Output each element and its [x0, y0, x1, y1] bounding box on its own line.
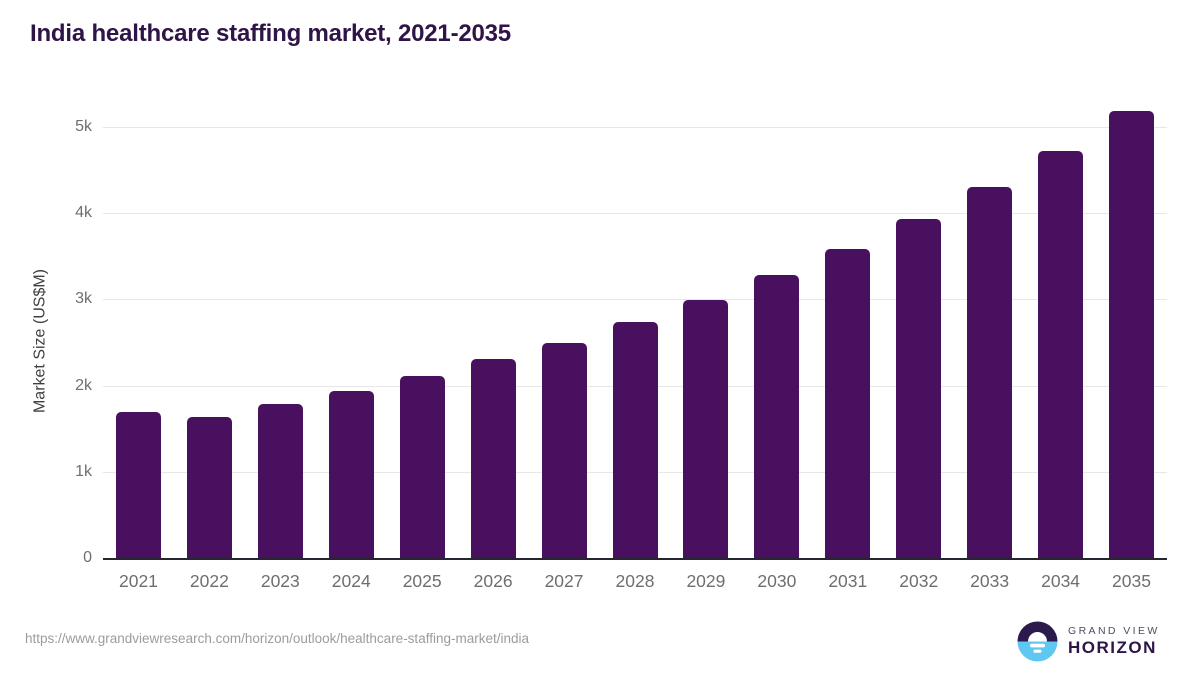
plot-area: [103, 110, 1167, 560]
bar-2034: [1038, 151, 1084, 558]
brand-logo-text: GRAND VIEW HORIZON: [1068, 625, 1160, 658]
x-tick-label: 2032: [899, 571, 939, 591]
y-tick-label: 5k: [75, 118, 92, 135]
x-tick-label: 2030: [757, 571, 797, 591]
bar-2023: [257, 403, 303, 558]
bar-2032: [896, 219, 942, 558]
x-tick-label: 2033: [970, 571, 1010, 591]
horizon-sun-icon: [1017, 621, 1058, 662]
bar-2033: [967, 187, 1013, 558]
gridline: [103, 127, 1167, 128]
gridline: [103, 299, 1167, 301]
bar-2022: [186, 416, 232, 558]
bar-2031: [825, 249, 871, 558]
brand-logo: GRAND VIEW HORIZON: [1017, 621, 1160, 662]
x-tick-label: 2022: [189, 571, 229, 591]
bar-2027: [541, 343, 587, 558]
y-axis-tick-labels: 0 1k 2k 3k 4k 5k: [0, 118, 92, 566]
y-tick-label: 1k: [75, 462, 92, 480]
y-tick-label: 3k: [75, 290, 92, 308]
y-tick-label: 2k: [75, 376, 92, 394]
bar-2025: [399, 376, 445, 558]
y-tick-label: 0: [83, 549, 92, 566]
bar-2021: [115, 412, 161, 558]
bar-2024: [328, 390, 374, 558]
bar-2029: [683, 300, 729, 558]
x-tick-label: 2034: [1041, 571, 1081, 591]
bar-2030: [754, 275, 800, 558]
x-tick-label: 2029: [686, 571, 726, 591]
x-tick-label: 2024: [331, 571, 371, 591]
y-tick-label: 4k: [75, 204, 92, 222]
source-url: https://www.grandviewresearch.com/horizo…: [25, 631, 529, 646]
x-tick-label: 2023: [260, 571, 300, 591]
x-tick-label: 2031: [828, 571, 868, 591]
bar-2035: [1109, 110, 1155, 558]
x-tick-label: 2027: [544, 571, 584, 591]
x-tick-label: 2021: [118, 571, 158, 591]
x-tick-label: 2026: [473, 571, 513, 591]
logo-brand-name: GRAND VIEW: [1068, 625, 1160, 637]
chart-title: India healthcare staffing market, 2021-2…: [30, 20, 511, 47]
x-tick-label: 2028: [615, 571, 655, 591]
bar-2028: [612, 321, 658, 558]
gridline: [103, 213, 1167, 215]
logo-product-name: HORIZON: [1068, 638, 1157, 657]
x-tick-label: 2035: [1112, 571, 1151, 591]
x-tick-label: 2025: [402, 571, 442, 591]
bar-2026: [470, 358, 516, 558]
x-axis-tick-labels: 2021 2022 2023 2024 2025 2026 2027 2028 2029 2030…: [103, 568, 1167, 594]
